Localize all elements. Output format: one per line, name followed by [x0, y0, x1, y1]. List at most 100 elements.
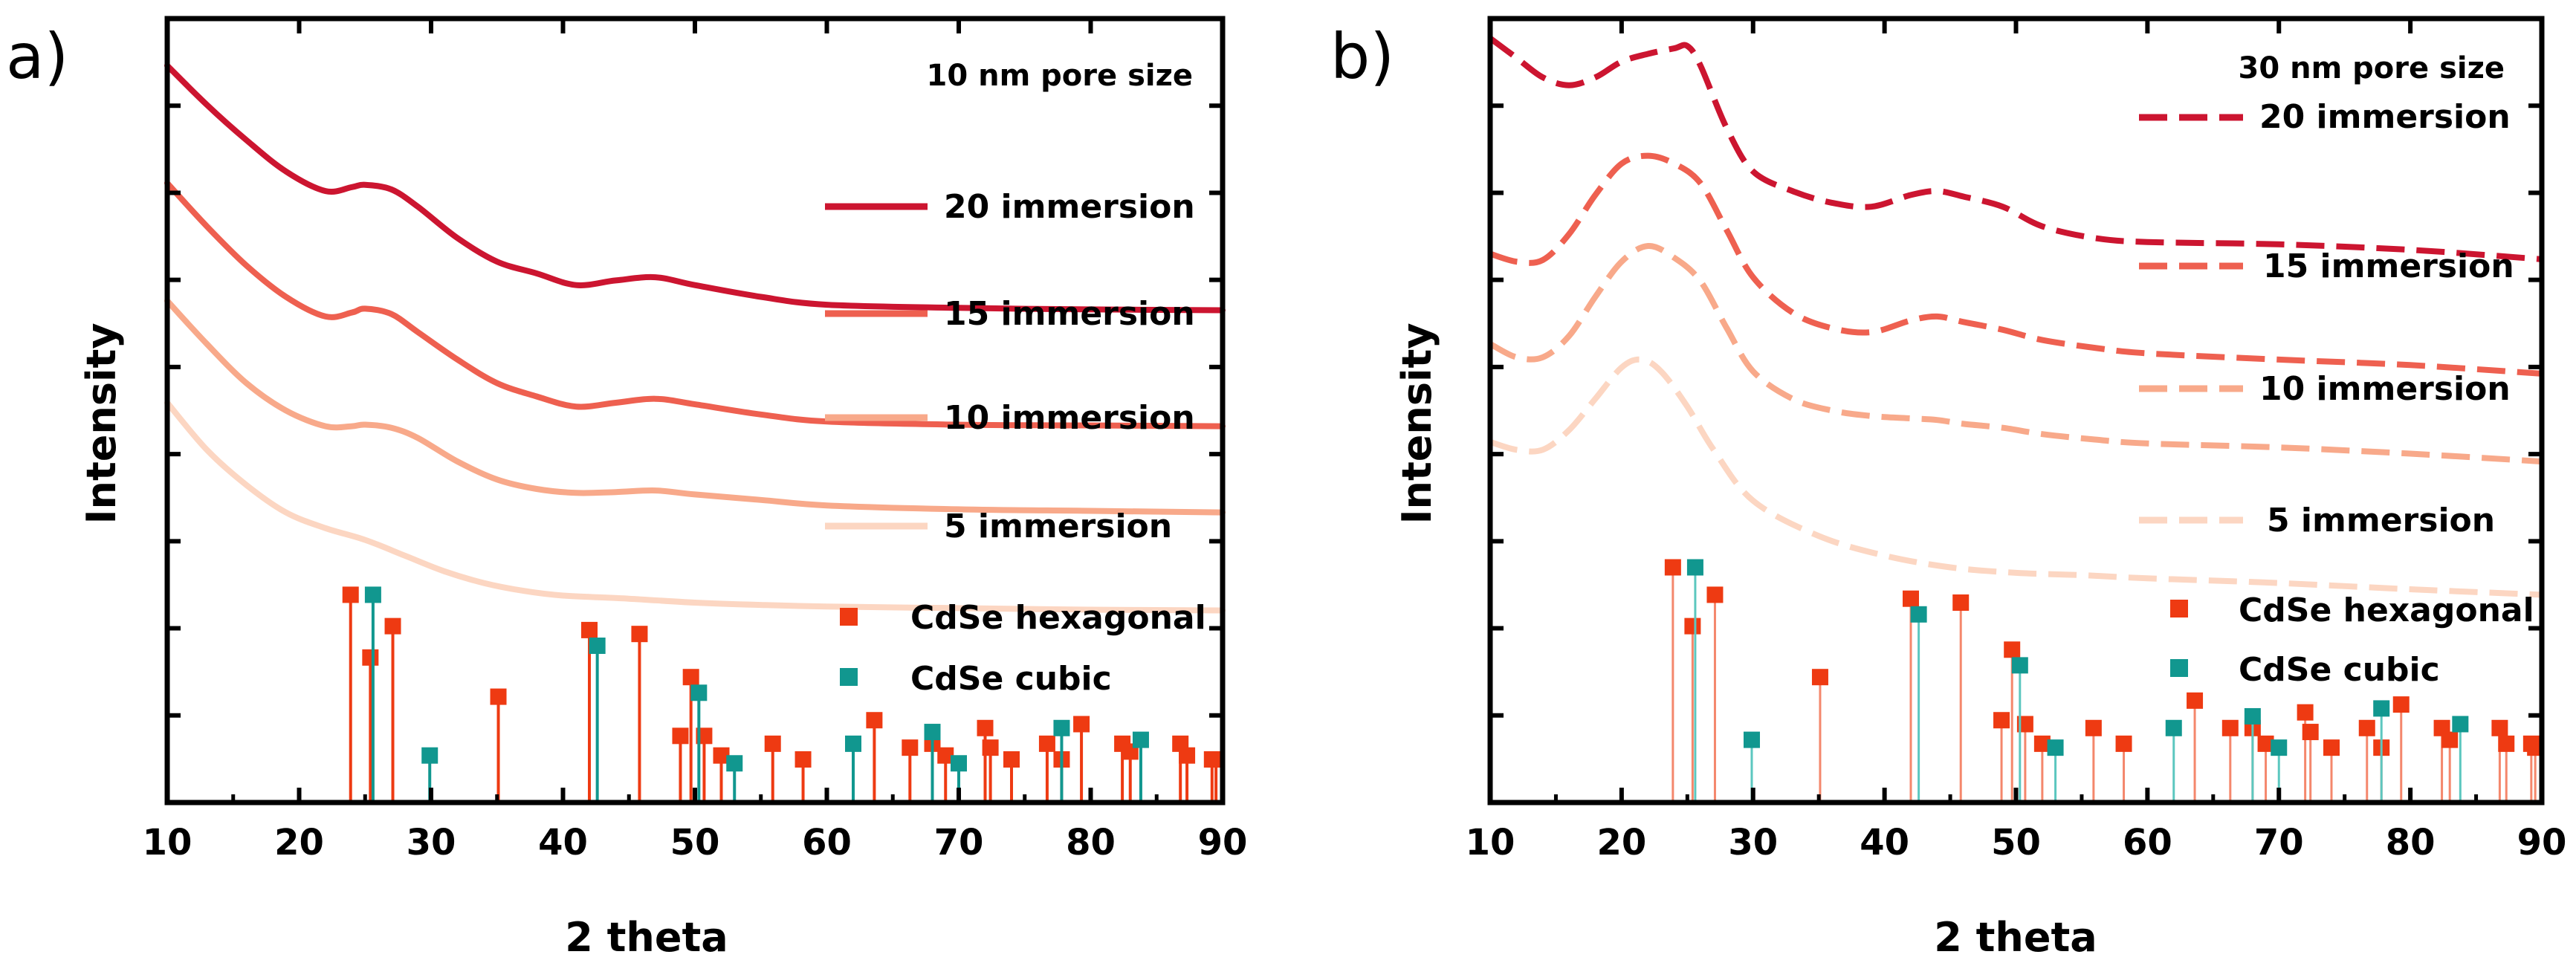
panel-b-hexagonal-marker-7	[1993, 712, 2010, 729]
panel-b-hexagonal-marker-24	[2441, 731, 2459, 748]
panel-a-hexagonal-marker-20	[1038, 735, 1055, 752]
panel-a-curve-5-immersion	[164, 400, 1226, 614]
panel-b-x-tick-label-60: 60	[2123, 822, 2172, 863]
panel-b-hexagonal-marker-17	[2297, 704, 2314, 721]
panel-b-curve-15-immersion	[1489, 152, 2543, 377]
panel-b-hexagonal-marker-20	[2358, 719, 2375, 736]
panel-a-cubic-marker-2	[421, 747, 438, 764]
panel-b-x-tick-label-30: 30	[1728, 822, 1778, 863]
panel-a-ticks: 10 20 30 40 50 60 70 80 90	[143, 19, 1248, 863]
panel-b-hexagonal-marker-2	[1684, 617, 1701, 635]
panel-a-label: a)	[6, 20, 68, 93]
panel-a-hexagonal-marker-22	[1073, 716, 1090, 733]
panel-a-legend-hexagonal-label: CdSe hexagonal	[910, 599, 1206, 637]
panel-a-cubic-marker-10	[1132, 731, 1149, 748]
panel-a-x-tick-label-30: 30	[407, 822, 456, 863]
panel-b-hexagonal-marker-22	[2392, 696, 2410, 713]
panel-a-hexagonal-marker-1	[342, 586, 359, 603]
panel-b-legend-label-20: 20 immersion	[2259, 98, 2511, 136]
panel-b-curves	[1488, 36, 2543, 598]
panel-b-cubic-marker-6	[2165, 719, 2182, 736]
panel-a-x-axis-title: 2 theta	[565, 914, 728, 961]
panel-b-hexagonal-marker-1	[1664, 559, 1681, 576]
panel-b-pore-size-note: 30 nm pore size	[2239, 51, 2505, 85]
panel-b-cubic-marker-9	[2373, 700, 2390, 717]
panel-b-hexagonal-marker-10	[2033, 735, 2051, 752]
panel-a-x-tick-label-90: 90	[1198, 822, 1248, 863]
panel-b-legend-label-15: 15 immersion	[2263, 247, 2514, 285]
panel-a-hexagonal-marker-6	[631, 626, 648, 643]
panel-a-legend-hexagonal-marker	[840, 608, 858, 626]
panel-b-x-tick-label-90: 90	[2517, 822, 2567, 863]
panel-a-curve-20-immersion	[164, 62, 1226, 314]
panel-a-legend-label-15: 15 immersion	[944, 295, 1195, 333]
panel-b-cubic-marker-10	[2452, 716, 2469, 733]
panel-a-cubic-marker-5	[726, 755, 743, 772]
panel-a-cubic-marker-1	[364, 586, 381, 603]
panel-a-hexagonal-marker-17	[977, 719, 994, 736]
panel-b-x-tick-label-70: 70	[2254, 822, 2304, 863]
panel-b-hexagonal-marker-14	[2221, 719, 2239, 736]
panel-b-x-tick-label-50: 50	[1991, 822, 2041, 863]
panel-a-x-tick-label-50: 50	[670, 822, 720, 863]
panel-b-legend-label-10: 10 immersion	[2259, 370, 2511, 408]
panel-b-reference-lines	[1664, 559, 2544, 803]
panel-b-label: b)	[1330, 20, 1394, 93]
panel-a-hexagonal-marker-10	[713, 747, 730, 764]
panel-b: b) Intensity 2 theta 30 nm pore size 10 2…	[1330, 16, 2567, 961]
panel-a-pore-size-note: 10 nm pore size	[927, 59, 1194, 93]
panel-b-cubic-marker-4	[2011, 657, 2028, 674]
panel-b-legend-cubic-marker	[2170, 659, 2188, 677]
panel-b-legend-hexagonal-label: CdSe hexagonal	[2239, 591, 2534, 629]
panel-a-hexagonal-marker-13	[866, 712, 883, 729]
panel-b-x-tick-label-40: 40	[1860, 822, 1909, 863]
panel-a-cubic-marker-6	[845, 735, 861, 752]
panel-a-hexagonal-marker-5	[581, 621, 598, 638]
panel-a-curve-15-immersion	[164, 180, 1226, 429]
panel-b-hexagonal-marker-26	[2498, 735, 2515, 752]
panel-a-x-tick-label-80: 80	[1066, 822, 1116, 863]
panel-a-hexagonal-marker-2	[362, 649, 379, 666]
panel-a-legend-label-5: 5 immersion	[944, 508, 1172, 545]
panel-a-cubic-marker-3	[589, 638, 606, 654]
panel-a-hexagonal-marker-8	[682, 669, 699, 686]
panel-a-x-tick-label-40: 40	[538, 822, 588, 863]
panel-a-hexagonal-marker-19	[1003, 751, 1020, 768]
panel-b-cubic-marker-5	[2047, 739, 2064, 756]
panel-b-legend-hexagonal-marker	[2170, 600, 2188, 617]
panel-b-curve-5-immersion	[1489, 356, 2543, 598]
panel-b-legend-label-5: 5 immersion	[2267, 502, 2495, 539]
panel-a-cubic-marker-8	[951, 755, 967, 772]
panel-a-hexagonal-marker-26	[1179, 747, 1196, 764]
panel-b-hexagonal-marker-13	[2187, 692, 2204, 709]
panel-b-x-tick-label-80: 80	[2386, 822, 2436, 863]
panel-b-curve-20-immersion	[1488, 36, 2543, 262]
panel-b-hexagonal-marker-25	[2491, 719, 2508, 736]
panel-a-y-axis-title: Intensity	[78, 322, 125, 524]
panel-a: a) Intensity 2 theta 10 nm pore size 10 2…	[6, 16, 1248, 961]
panel-b-cubic-marker-3	[1910, 606, 1927, 623]
panel-b-x-tick-label-10: 10	[1466, 822, 1515, 863]
panel-a-cubic-marker-4	[690, 684, 708, 701]
panel-b-cubic-marker-1	[1686, 559, 1703, 576]
panel-b-frame	[1487, 16, 2545, 805]
panel-b-legend: 20 immersion 15 immersion 10 immersion 5…	[2139, 98, 2534, 689]
panel-a-curves	[164, 62, 1226, 614]
panel-b-x-axis-title: 2 theta	[1934, 914, 2097, 961]
panel-a-hexagonal-marker-4	[490, 688, 507, 705]
panel-b-hexagonal-marker-18	[2302, 724, 2319, 741]
panel-a-legend-cubic-label: CdSe cubic	[910, 660, 1112, 698]
panel-a-hexagonal-marker-16	[937, 747, 954, 764]
panel-a-frame	[164, 16, 1226, 805]
panel-b-hexagonal-marker-6	[1952, 594, 1970, 611]
panel-a-legend-cubic-marker	[840, 668, 858, 686]
panel-a-curve-10-immersion	[164, 297, 1226, 516]
panel-b-x-tick-label-20: 20	[1596, 822, 1646, 863]
panel-a-hexagonal-marker-11	[764, 735, 781, 752]
panel-a-hexagonal-marker-7	[672, 727, 689, 745]
panel-b-y-axis-title: Intensity	[1394, 322, 1440, 524]
panel-a-hexagonal-marker-14	[902, 739, 919, 756]
panel-a-legend-label-20: 20 immersion	[944, 188, 1195, 226]
panel-b-hexagonal-marker-12	[2115, 735, 2132, 752]
